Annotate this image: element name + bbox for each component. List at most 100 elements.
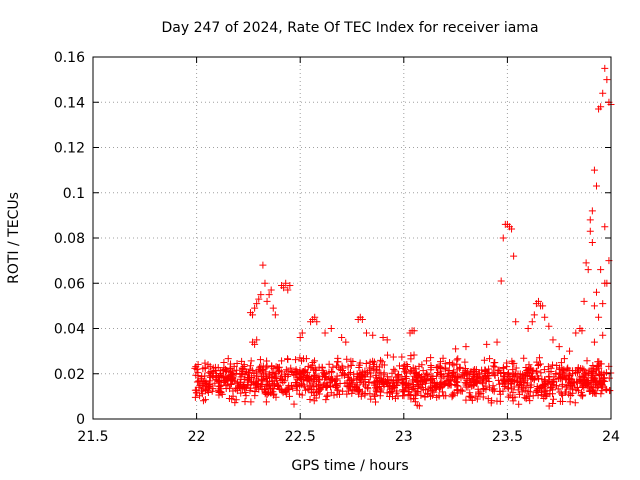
data-point bbox=[360, 380, 368, 388]
data-point bbox=[364, 385, 372, 393]
data-point bbox=[532, 367, 540, 375]
data-point bbox=[239, 370, 247, 378]
data-point bbox=[464, 383, 472, 391]
data-point bbox=[423, 357, 431, 365]
data-point bbox=[499, 364, 507, 372]
data-point bbox=[463, 377, 471, 385]
data-point bbox=[326, 383, 334, 391]
data-point bbox=[465, 371, 473, 379]
data-point bbox=[207, 368, 215, 376]
data-point bbox=[268, 362, 276, 370]
data-point bbox=[288, 382, 296, 390]
data-point bbox=[394, 373, 402, 381]
data-point bbox=[372, 387, 380, 395]
data-point bbox=[293, 383, 301, 391]
y-tick-label: 0.06 bbox=[54, 276, 85, 292]
data-point bbox=[586, 216, 594, 224]
data-point bbox=[580, 384, 588, 392]
data-point bbox=[558, 390, 566, 398]
data-point bbox=[497, 277, 505, 285]
data-point bbox=[417, 378, 425, 386]
data-point bbox=[436, 370, 444, 378]
data-point bbox=[545, 373, 553, 381]
data-point bbox=[355, 388, 363, 396]
data-point bbox=[253, 336, 261, 344]
data-point bbox=[401, 368, 409, 376]
data-point bbox=[282, 279, 290, 287]
data-point bbox=[226, 364, 234, 372]
data-point bbox=[603, 279, 611, 287]
data-point bbox=[540, 392, 548, 400]
data-point bbox=[399, 388, 407, 396]
x-tick-label: 22.5 bbox=[285, 429, 316, 445]
data-point bbox=[201, 359, 209, 367]
data-point bbox=[258, 377, 266, 385]
data-point bbox=[325, 360, 333, 368]
data-point bbox=[299, 376, 307, 384]
data-point bbox=[256, 356, 264, 364]
data-point bbox=[430, 378, 438, 386]
data-point bbox=[220, 366, 228, 374]
data-point bbox=[233, 366, 241, 374]
data-point bbox=[510, 252, 518, 260]
data-point bbox=[410, 327, 418, 335]
data-point bbox=[333, 372, 341, 380]
data-point bbox=[313, 318, 321, 326]
data-point bbox=[282, 366, 290, 374]
data-point bbox=[233, 359, 241, 367]
y-tick-label: 0.14 bbox=[54, 95, 85, 111]
data-point bbox=[409, 381, 417, 389]
data-point bbox=[599, 300, 607, 308]
data-point bbox=[356, 359, 364, 367]
data-point bbox=[503, 363, 511, 371]
data-point bbox=[309, 380, 317, 388]
data-point bbox=[314, 386, 322, 394]
data-point bbox=[587, 379, 595, 387]
data-point bbox=[557, 359, 565, 367]
data-point bbox=[496, 397, 504, 405]
data-point bbox=[366, 373, 374, 381]
data-point bbox=[541, 380, 549, 388]
data-point bbox=[311, 372, 319, 380]
data-point bbox=[506, 391, 514, 399]
data-point bbox=[442, 392, 450, 400]
data-point bbox=[280, 284, 288, 292]
data-point bbox=[555, 365, 563, 373]
data-point bbox=[437, 365, 445, 373]
data-point bbox=[504, 369, 512, 377]
data-point bbox=[223, 375, 231, 383]
data-point bbox=[497, 369, 505, 377]
data-point bbox=[262, 398, 270, 406]
data-point bbox=[372, 398, 380, 406]
data-point bbox=[198, 373, 206, 381]
data-point bbox=[286, 282, 294, 290]
data-point bbox=[480, 356, 488, 364]
data-point bbox=[553, 361, 561, 369]
y-tick-label: 0.04 bbox=[54, 322, 85, 338]
data-point bbox=[356, 370, 364, 378]
data-point bbox=[510, 359, 518, 367]
data-point bbox=[500, 372, 508, 380]
data-point bbox=[303, 376, 311, 384]
data-point bbox=[439, 354, 447, 362]
data-point bbox=[309, 358, 317, 366]
data-point bbox=[388, 369, 396, 377]
data-point bbox=[605, 374, 613, 382]
data-point bbox=[523, 392, 531, 400]
data-point bbox=[461, 358, 469, 366]
data-point bbox=[459, 371, 467, 379]
data-point bbox=[453, 360, 461, 368]
data-point bbox=[539, 302, 547, 310]
data-point bbox=[297, 357, 305, 365]
data-point bbox=[564, 382, 572, 390]
data-point bbox=[277, 385, 285, 393]
data-point bbox=[236, 380, 244, 388]
data-point bbox=[447, 381, 455, 389]
data-point bbox=[301, 366, 309, 374]
data-point bbox=[370, 358, 378, 366]
data-point bbox=[494, 369, 502, 377]
data-point bbox=[344, 363, 352, 371]
data-point bbox=[534, 297, 542, 305]
data-point bbox=[260, 375, 268, 383]
data-point bbox=[509, 397, 517, 405]
